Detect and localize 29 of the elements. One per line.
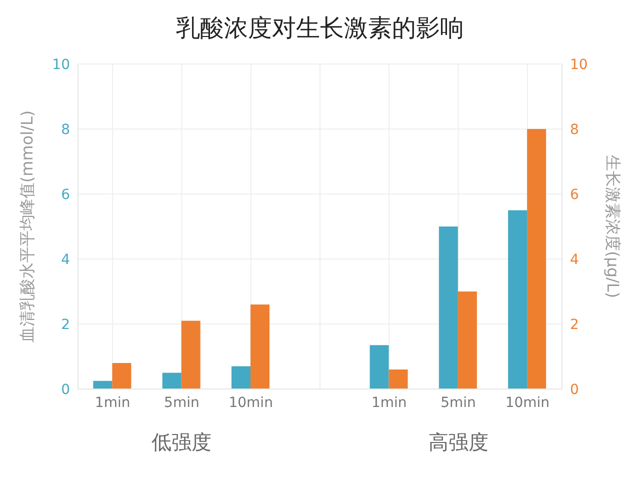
x-tick-label: 1min xyxy=(371,394,407,411)
x-tick-label: 10min xyxy=(505,394,550,411)
y2-tick-label: 8 xyxy=(570,122,579,138)
y-tick-label: 0 xyxy=(61,382,70,398)
y2-tick-label: 10 xyxy=(570,56,588,73)
bar xyxy=(250,304,270,389)
bar xyxy=(162,372,182,389)
bar xyxy=(231,366,250,389)
y-tick-label: 4 xyxy=(61,252,70,268)
y2-tick-label: 6 xyxy=(570,186,579,203)
y2-tick-label: 2 xyxy=(570,316,579,333)
y-tick-label: 8 xyxy=(61,122,70,138)
bar xyxy=(181,320,200,389)
chart-title: 乳酸浓度对生长激素的影响 xyxy=(175,13,465,44)
x-tick-label: 5min xyxy=(440,394,476,411)
y-axis-title: 血清乳酸水平平均峰值(mmol/L) xyxy=(18,110,37,343)
y-tick-label: 2 xyxy=(61,316,70,333)
bar xyxy=(370,345,389,389)
text: 高强度 xyxy=(427,429,490,456)
y2-axis-title: 生长激素浓度(μg/L) xyxy=(603,154,622,298)
y-tick-label: 6 xyxy=(61,186,70,203)
text: 低强度 xyxy=(150,429,213,456)
y2-tick-label: 0 xyxy=(570,382,579,398)
bar xyxy=(112,363,132,389)
y2-tick-label: 4 xyxy=(570,252,579,268)
x-tick-label: 10min xyxy=(228,394,273,411)
x-tick-label: 5min xyxy=(164,394,200,411)
x-tick-label: 1min xyxy=(94,394,130,411)
y-tick-label: 10 xyxy=(52,56,70,73)
